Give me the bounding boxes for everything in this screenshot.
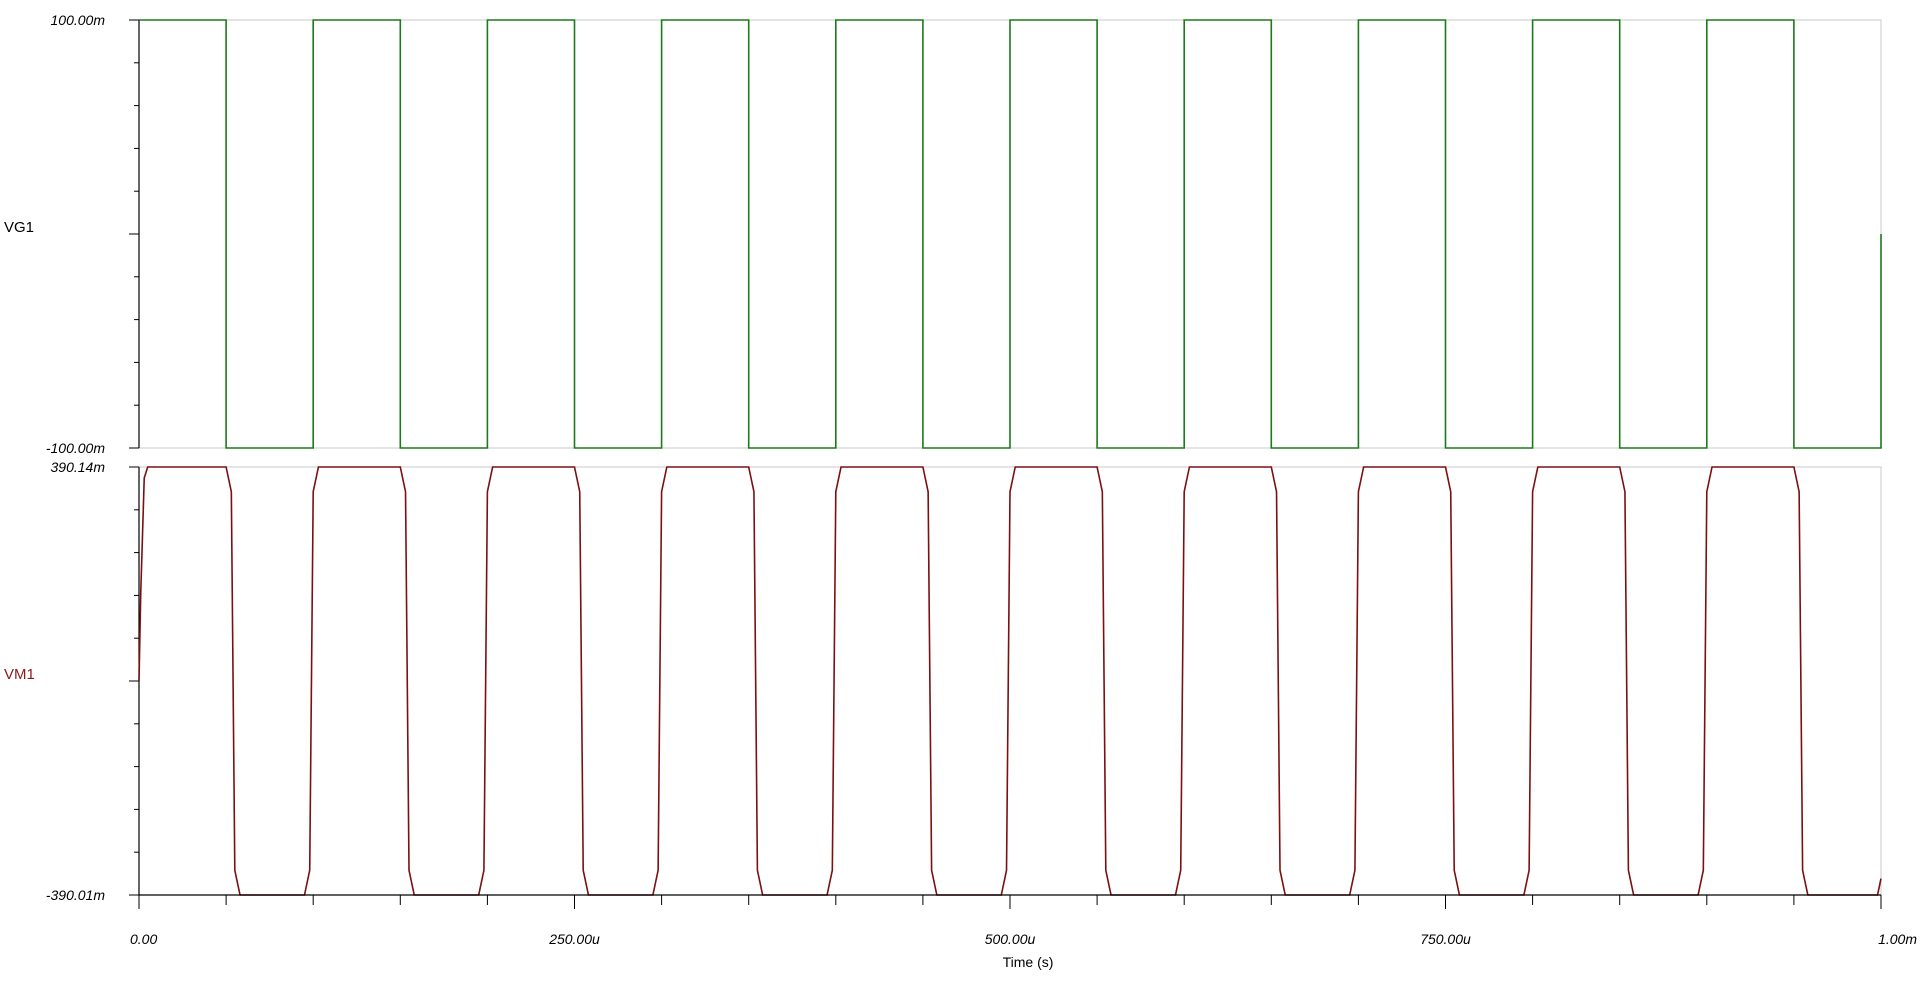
vg1-signal-label: VG1 <box>4 219 34 236</box>
vg1-ytick-bottom-label: -100.00m <box>46 440 105 456</box>
time-axis: 0.00 250.00u 500.00u 750.00u 1.00m Time (s) <box>130 894 1917 970</box>
x-tick-label: 0.00 <box>130 931 157 947</box>
vm1-panel: VM1 390.14m -390.01m <box>4 459 1882 903</box>
vg1-ytick-top-label: 100.00m <box>51 12 106 28</box>
x-ticks <box>138 895 1882 909</box>
x-axis-title: Time (s) <box>1003 954 1054 970</box>
x-tick-labels: 0.00 250.00u 500.00u 750.00u 1.00m <box>130 931 1917 947</box>
vg1-y-ticks <box>129 19 139 449</box>
vm1-ytick-bottom-label: -390.01m <box>46 887 105 903</box>
vm1-y-ticks <box>129 466 139 896</box>
x-tick-label: 250.00u <box>548 931 600 947</box>
x-tick-label: 500.00u <box>985 931 1036 947</box>
vm1-ytick-top-label: 390.14m <box>51 459 106 475</box>
vg1-waveform-line <box>139 19 1882 449</box>
vm1-waveform-line <box>138 466 1882 896</box>
x-tick-label: 750.00u <box>1420 931 1471 947</box>
vg1-panel: VG1 100.00m -100.00m <box>4 12 1882 456</box>
vm1-signal-label: VM1 <box>4 666 35 683</box>
x-tick-label: 1.00m <box>1878 931 1917 947</box>
